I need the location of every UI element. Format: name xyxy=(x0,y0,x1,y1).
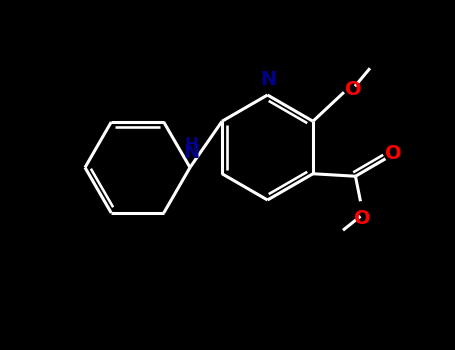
Text: O: O xyxy=(354,209,370,228)
Text: N: N xyxy=(183,142,199,161)
Text: O: O xyxy=(384,144,401,163)
Text: H: H xyxy=(184,135,198,154)
Text: N: N xyxy=(260,70,277,89)
Text: O: O xyxy=(344,80,361,99)
